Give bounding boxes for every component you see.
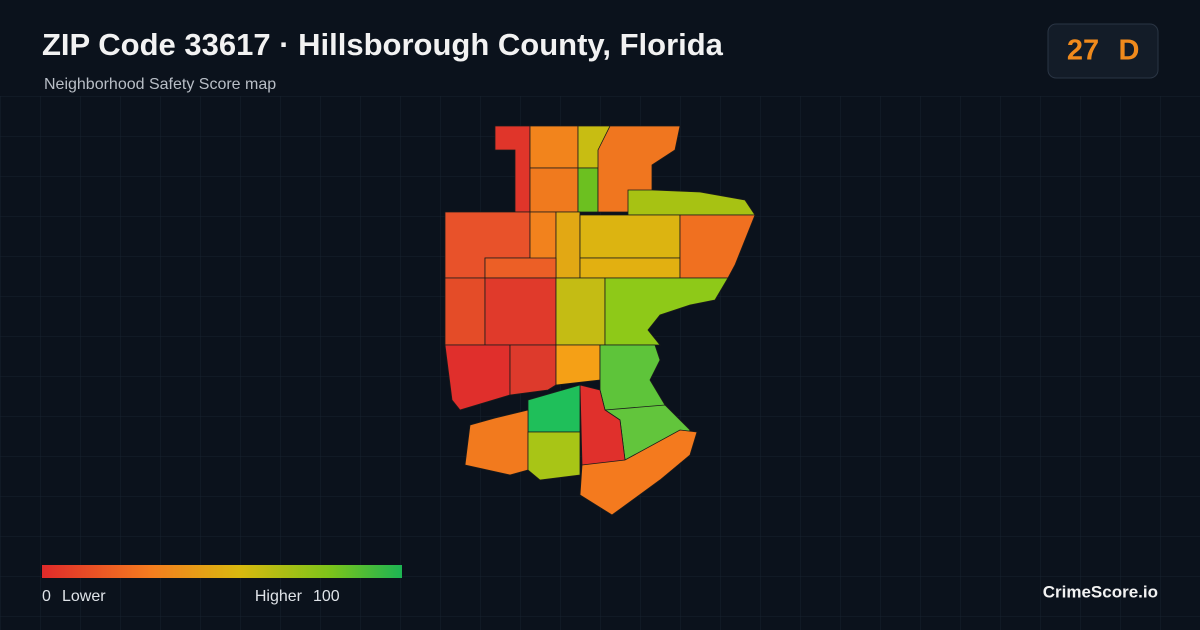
legend-max: 100 (313, 588, 340, 605)
brand: CrimeScore.io (1043, 582, 1158, 601)
score-badge (1047, 23, 1159, 79)
zip-map (444, 125, 756, 516)
legend-scale (42, 565, 402, 578)
subtitle: Neighborhood Safety Score map (44, 76, 276, 93)
legend-min: 0 (42, 588, 51, 605)
legend-max-label: Higher (255, 588, 303, 605)
score: 27 (1067, 35, 1099, 67)
legend-min-label: Lower (62, 588, 106, 605)
grade: D (1119, 35, 1140, 67)
title: ZIP Code 33617 · Hillsborough County, Fl… (42, 27, 724, 62)
